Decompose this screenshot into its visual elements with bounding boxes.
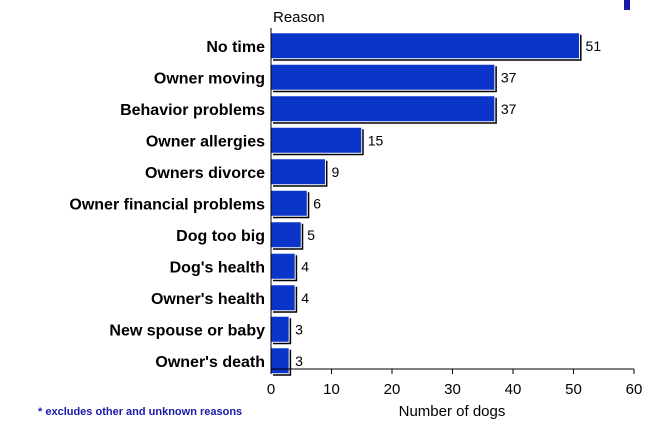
category-label: Owners divorce	[145, 165, 265, 182]
category-label: Dog's health	[170, 259, 265, 276]
x-tick-label: 30	[444, 381, 461, 398]
data-label: 51	[586, 38, 602, 54]
data-label: 9	[331, 164, 339, 180]
x-tick-label: 50	[565, 381, 582, 398]
category-label: Owner's death	[155, 354, 265, 371]
x-tick-label: 20	[384, 381, 401, 398]
category-label: Owner moving	[154, 70, 265, 87]
x-tick-label: 60	[626, 381, 643, 398]
category-label: Owner's health	[151, 291, 265, 308]
x-tick-label: 0	[267, 381, 275, 398]
category-label: Behavior problems	[120, 102, 265, 119]
y-axis-title: Reason	[273, 9, 325, 26]
x-axis: 0 10 20 30 40 50 60	[267, 28, 643, 398]
data-label: 37	[501, 101, 517, 117]
x-axis-title: Number of dogs	[399, 403, 506, 420]
x-tick-label: 40	[505, 381, 522, 398]
data-label: 5	[307, 227, 315, 243]
category-label: Owner allergies	[146, 133, 265, 150]
bar	[270, 284, 296, 312]
bar	[270, 189, 308, 217]
data-label: 15	[368, 132, 384, 148]
bars-group: No time 51 Owner moving 37 Behavior problems…	[69, 32, 602, 376]
data-label: 3	[295, 321, 303, 337]
category-label: Dog too big	[176, 228, 265, 245]
data-label: 4	[301, 258, 309, 274]
category-label: New spouse or baby	[109, 322, 265, 339]
bar	[270, 315, 290, 343]
bar	[270, 221, 302, 249]
bar	[270, 252, 296, 280]
data-label: 3	[295, 353, 303, 369]
bar	[270, 347, 290, 375]
data-label: 6	[313, 195, 321, 211]
x-tick-label: 10	[323, 381, 340, 398]
category-label: No time	[206, 39, 265, 56]
bar	[270, 95, 496, 123]
bar	[270, 126, 363, 154]
data-label: 4	[301, 290, 309, 306]
category-label: Owner financial problems	[69, 196, 265, 213]
bar	[270, 63, 496, 91]
bar	[270, 32, 581, 60]
bar	[270, 158, 326, 186]
chart-decoration	[624, 0, 630, 10]
footnote: * excludes other and unknown reasons	[38, 406, 242, 418]
data-label: 37	[501, 69, 517, 85]
